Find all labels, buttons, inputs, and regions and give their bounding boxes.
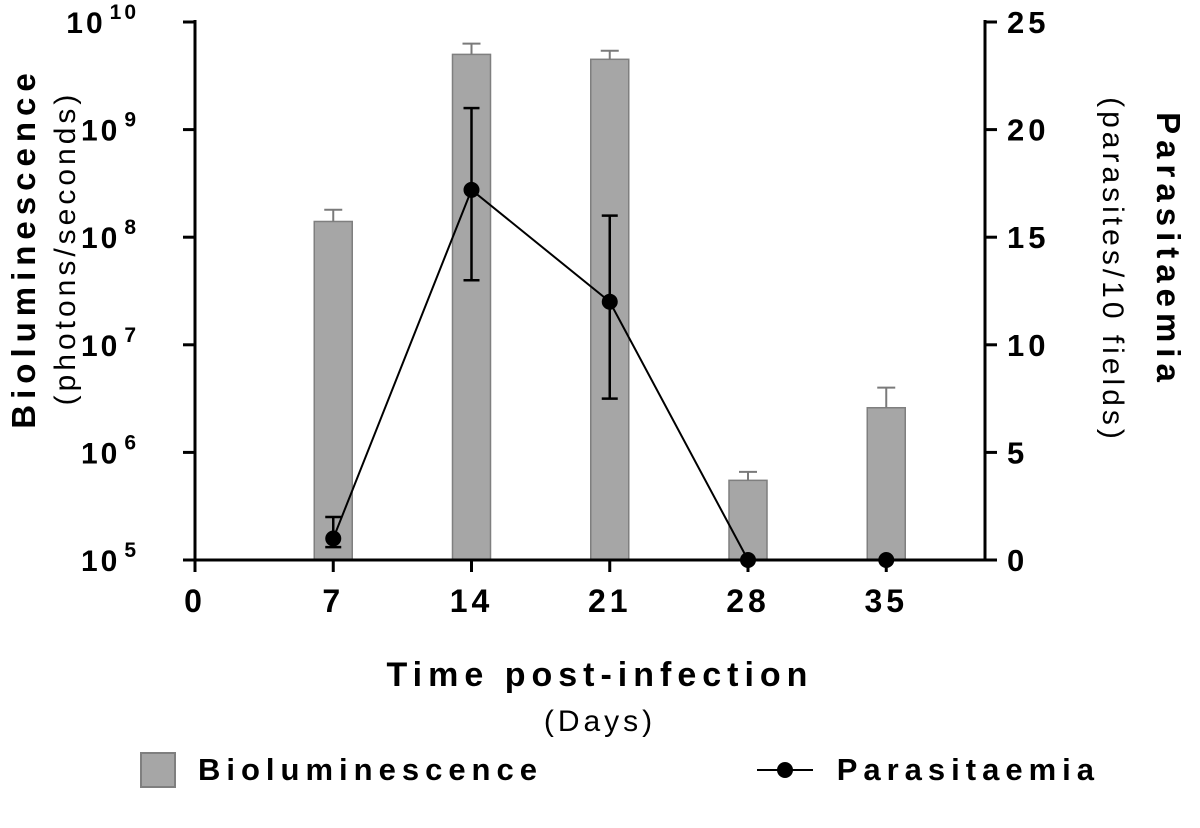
- left-axis-subtitle: (photons/seconds): [49, 90, 82, 406]
- x-axis-title: Time post-infection: [386, 656, 814, 694]
- data-point: [601, 293, 618, 310]
- left-tick-label: 10 7: [81, 324, 139, 363]
- data-point: [463, 181, 480, 198]
- x-axis-title-block: Time post-infection (Days): [0, 656, 1200, 739]
- left-axis-title: Bioluminescence: [5, 67, 42, 429]
- x-tick-label: 0: [184, 583, 206, 619]
- left-tick-label: 10 8: [81, 216, 139, 255]
- data-point: [325, 530, 342, 547]
- x-tick-label: 21: [588, 583, 632, 619]
- legend-item-parasitaemia: Parasitaemia: [755, 752, 1100, 788]
- bar: [313, 220, 353, 561]
- bar: [866, 406, 906, 561]
- right-tick-label: 5: [1007, 435, 1028, 470]
- x-tick-label: 28: [726, 583, 770, 619]
- right-tick-label: 20: [1007, 113, 1049, 148]
- legend-item-bioluminescence: Bioluminescence: [140, 752, 543, 788]
- x-axis-subtitle: (Days): [543, 705, 657, 738]
- left-tick-label: 10 6: [81, 431, 139, 470]
- legend-label-bioluminescence: Bioluminescence: [198, 752, 543, 787]
- line-dot-icon: [756, 762, 813, 778]
- right-tick-label: 10: [1007, 328, 1049, 363]
- right-tick-label: 0: [1007, 543, 1028, 578]
- legend: Bioluminescence Parasitaemia: [140, 752, 1100, 788]
- x-tick-label: 7: [322, 583, 344, 619]
- right-axis-title: Parasitaemia: [1150, 112, 1187, 388]
- right-axis-subtitle: (parasites/10 fields): [1096, 97, 1129, 443]
- left-tick-label: 10 9: [81, 109, 139, 148]
- left-tick-label: 10 5: [81, 539, 139, 578]
- right-tick-label: 15: [1007, 220, 1049, 255]
- bar-swatch-icon: [140, 752, 176, 788]
- data-point: [878, 552, 895, 568]
- right-tick-label: 25: [1007, 5, 1049, 40]
- x-tick-label: 14: [450, 583, 494, 619]
- legend-label-parasitaemia: Parasitaemia: [836, 752, 1100, 787]
- data-point: [740, 552, 756, 568]
- bar: [728, 479, 768, 561]
- left-tick-label: 10 10: [66, 1, 139, 40]
- x-tick-label: 35: [864, 583, 908, 619]
